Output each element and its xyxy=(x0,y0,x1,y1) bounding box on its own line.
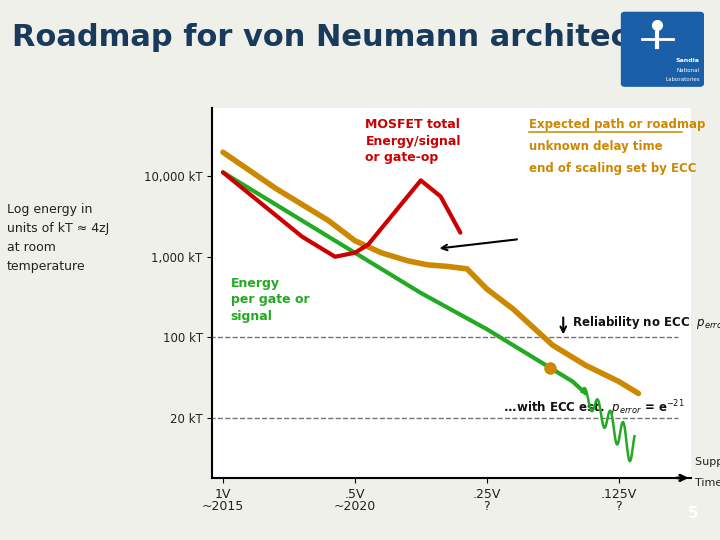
Text: Sandia: Sandia xyxy=(676,58,700,63)
Text: Log energy in
units of kT ≈ 4zJ
at room
temperature: Log energy in units of kT ≈ 4zJ at room … xyxy=(7,202,109,273)
Text: ?: ? xyxy=(483,501,490,514)
Text: unknown delay time: unknown delay time xyxy=(529,140,662,153)
Text: Expected path or roadmap: Expected path or roadmap xyxy=(529,118,706,131)
Text: National: National xyxy=(677,68,700,72)
Text: Roadmap for von Neumann architecture: Roadmap for von Neumann architecture xyxy=(12,23,701,52)
Text: MOSFET total
Energy/signal
or gate-op: MOSFET total Energy/signal or gate-op xyxy=(366,118,461,165)
Text: 5: 5 xyxy=(688,506,698,521)
Text: Reliability no ECC  $p_{error}$ = e$^{-71}$: Reliability no ECC $p_{error}$ = e$^{-71… xyxy=(572,313,720,333)
Text: Time →: Time → xyxy=(695,478,720,488)
Text: ?: ? xyxy=(616,501,622,514)
FancyBboxPatch shape xyxy=(621,12,703,86)
Text: ~2015: ~2015 xyxy=(202,501,244,514)
Text: .125V: .125V xyxy=(600,488,636,501)
Text: Laboratories: Laboratories xyxy=(665,77,700,82)
Text: 1V: 1V xyxy=(215,488,231,501)
Text: end of scaling set by ECC: end of scaling set by ECC xyxy=(529,162,696,175)
Text: .5V: .5V xyxy=(345,488,365,501)
Text: Energy
per gate or
signal: Energy per gate or signal xyxy=(231,277,310,323)
Text: .25V: .25V xyxy=(472,488,501,501)
Text: Supply voltage: Supply voltage xyxy=(695,457,720,468)
Text: ~2020: ~2020 xyxy=(334,501,376,514)
Text: ...with ECC est.  $p_{error}$ = e$^{-21}$: ...with ECC est. $p_{error}$ = e$^{-21}$ xyxy=(503,398,684,418)
